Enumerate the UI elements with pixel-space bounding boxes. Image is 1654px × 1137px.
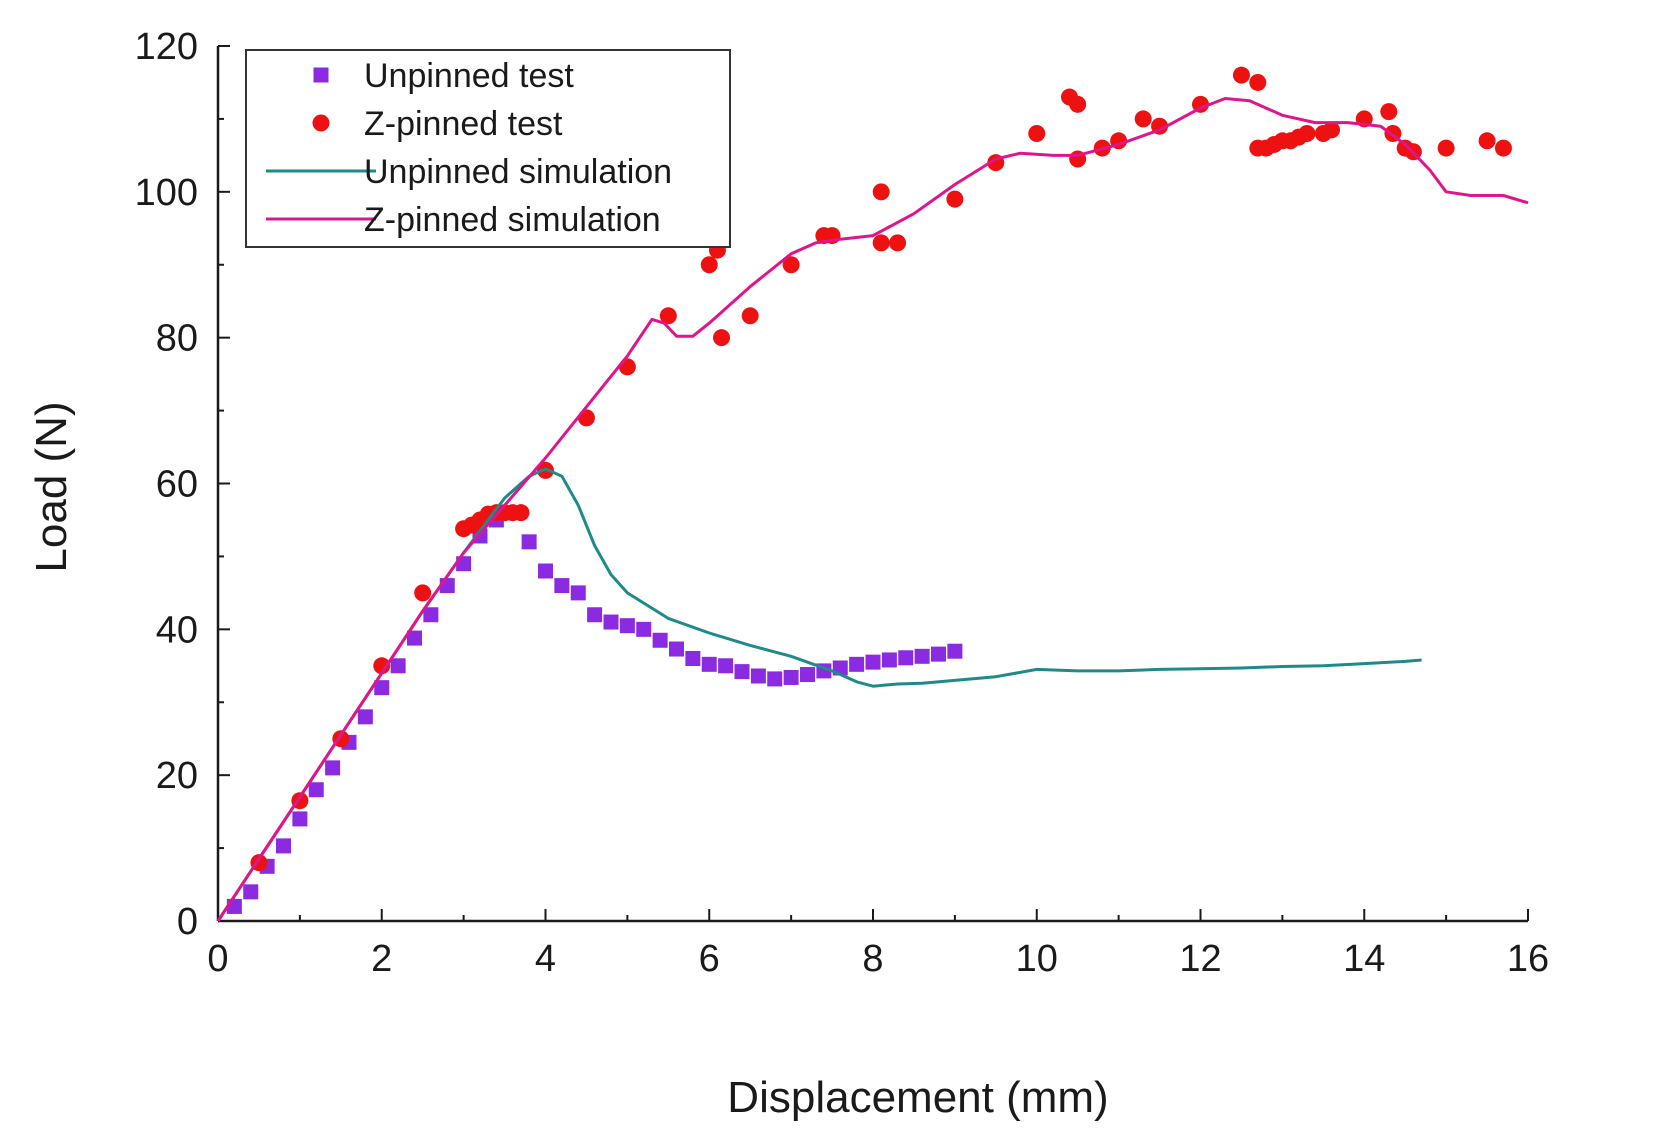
- unpinned-test-point: [538, 563, 553, 579]
- unpinned-test-point: [603, 614, 619, 630]
- unpinned-test-point: [701, 656, 717, 672]
- legend-label-unpinned-test: Unpinned test: [364, 57, 574, 95]
- x-tick-label: 16: [1507, 938, 1549, 980]
- z-pinned-test-point: [946, 190, 964, 208]
- z-pinned-test-point: [1380, 103, 1398, 121]
- y-axis-title: Load (N): [27, 401, 76, 572]
- y-tick-label: 0: [177, 901, 198, 943]
- unpinned-test-point: [276, 838, 291, 854]
- legend-label-unpinned-simulation: Unpinned simulation: [364, 153, 672, 191]
- unpinned-test-point: [325, 760, 341, 776]
- unpinned-test-point: [767, 671, 783, 687]
- z-pinned-simulation-series: [216, 97, 1529, 922]
- unpinned-test-point: [718, 658, 734, 674]
- x-tick-label: 10: [1016, 938, 1058, 980]
- legend: Unpinned test Z-pinned test Unpinned simul…: [245, 49, 731, 248]
- unpinned-test-point: [357, 709, 373, 725]
- z-pinned-test-point: [1134, 110, 1152, 128]
- x-tick-label: 4: [535, 938, 556, 980]
- unpinned-test-point: [423, 607, 439, 623]
- unpinned-test-point: [914, 648, 930, 664]
- x-axis-title: Displacement (mm): [727, 1073, 1108, 1122]
- z-pinned-test-point: [373, 657, 391, 675]
- unpinned-test-point: [783, 669, 799, 685]
- unpinned-test-point: [881, 652, 897, 668]
- z-pinned-simulation-line: [216, 97, 1529, 922]
- unpinned-test-point: [865, 654, 881, 670]
- unpinned-simulation-line: [216, 467, 1422, 922]
- legend-label-z-pinned-simulation: Z-pinned simulation: [364, 201, 661, 239]
- z-pinned-test-point: [741, 307, 759, 325]
- z-pinned-test-point: [618, 358, 636, 376]
- unpinned-test-series: [226, 512, 963, 914]
- z-pinned-test-point: [1232, 66, 1250, 84]
- unpinned-test-point: [898, 650, 914, 666]
- unpinned-test-point: [308, 782, 324, 798]
- legend-swatch-z-pinned-test: [312, 114, 330, 132]
- unpinned-test-point: [685, 651, 701, 666]
- z-pinned-test-point: [512, 504, 530, 522]
- z-pinned-test-point: [872, 183, 890, 201]
- z-pinned-test-point: [659, 307, 677, 325]
- z-pinned-test-point: [1249, 73, 1267, 91]
- y-tick-label: 100: [135, 172, 198, 214]
- unpinned-test-point: [587, 607, 603, 623]
- z-pinned-test-point: [1494, 139, 1512, 157]
- unpinned-test-point: [390, 658, 406, 674]
- y-tick-label: 60: [156, 464, 198, 506]
- unpinned-test-point: [554, 578, 570, 594]
- z-pinned-test-point: [1028, 125, 1046, 142]
- z-pinned-test-point: [782, 256, 800, 274]
- x-tick-label: 8: [862, 938, 883, 980]
- x-tick-label: 6: [699, 938, 720, 980]
- y-tick-label: 80: [156, 318, 198, 360]
- y-tick-label: 120: [135, 26, 198, 68]
- z-pinned-test-point: [1069, 95, 1087, 113]
- x-tick-label: 0: [207, 938, 228, 980]
- unpinned-test-point: [947, 643, 963, 659]
- z-pinned-test-point: [889, 234, 907, 252]
- legend-swatch-unpinned-test: [313, 67, 329, 83]
- unpinned-test-point: [734, 664, 750, 680]
- unpinned-simulation-series: [216, 467, 1422, 922]
- unpinned-test-point: [849, 656, 865, 672]
- x-tick-label: 2: [371, 938, 392, 980]
- unpinned-test-point: [652, 632, 668, 648]
- unpinned-test-point: [750, 668, 766, 684]
- z-pinned-test-point: [414, 584, 432, 602]
- legend-box: [245, 49, 731, 248]
- unpinned-test-point: [521, 534, 537, 550]
- unpinned-test-point: [669, 641, 684, 657]
- unpinned-test-point: [800, 667, 815, 683]
- z-pinned-test-point: [1323, 121, 1340, 139]
- unpinned-test-point: [931, 646, 946, 662]
- axes: 0 2 4 6 8 10 12 14 16 0 20 40 60 80 100 120: [135, 26, 1550, 980]
- z-pinned-test-point: [700, 256, 718, 274]
- series-layer: [216, 66, 1529, 922]
- x-tick-label: 14: [1343, 938, 1385, 980]
- unpinned-test-point: [374, 680, 390, 696]
- z-pinned-test-point: [1437, 139, 1455, 157]
- y-tick-label: 20: [156, 755, 198, 797]
- unpinned-test-point: [570, 585, 586, 601]
- z-pinned-test-point: [1478, 132, 1496, 150]
- y-tick-label: 40: [156, 609, 198, 651]
- x-tick-label: 12: [1179, 938, 1221, 980]
- unpinned-test-point: [243, 884, 259, 900]
- unpinned-test-point: [292, 811, 308, 827]
- unpinned-test-point: [636, 621, 652, 637]
- legend-label-z-pinned-test: Z-pinned test: [364, 105, 563, 143]
- unpinned-test-point: [407, 630, 422, 646]
- z-pinned-test-point: [713, 329, 731, 347]
- z-pinned-test-point: [1298, 125, 1316, 142]
- z-pinned-test-point: [872, 234, 890, 252]
- unpinned-test-point: [619, 618, 635, 634]
